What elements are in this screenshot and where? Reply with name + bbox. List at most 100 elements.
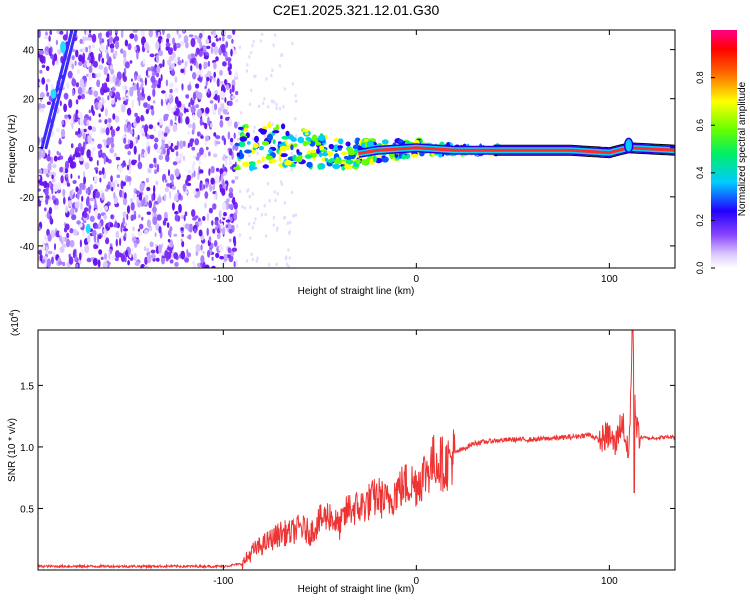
noise-speck xyxy=(155,180,159,186)
noise-speck xyxy=(188,106,191,112)
noise-speck xyxy=(79,117,85,126)
snr-frame xyxy=(37,329,676,571)
noise-speck xyxy=(65,205,68,214)
noise-speck xyxy=(162,147,166,155)
noise-speck xyxy=(228,148,233,156)
noise-speck xyxy=(100,256,104,260)
noise-speck xyxy=(133,145,137,155)
noise-speck xyxy=(229,187,234,194)
signal-blob xyxy=(318,152,323,158)
noise-speck xyxy=(237,121,240,125)
noise-speck xyxy=(108,118,112,124)
noise-speck xyxy=(114,40,120,50)
noise-speck xyxy=(183,35,189,44)
noise-speck xyxy=(38,150,42,159)
noise-speck xyxy=(184,257,189,263)
noise-speck xyxy=(145,69,149,77)
noise-speck xyxy=(203,184,206,190)
signal-band-edge-top xyxy=(493,142,675,149)
noise-speck xyxy=(233,212,237,220)
noise-speck xyxy=(290,190,294,195)
noise-speck xyxy=(275,106,278,111)
signal-blob xyxy=(281,135,290,140)
noise-speck xyxy=(278,106,282,111)
noise-speck xyxy=(206,227,209,237)
noise-speck xyxy=(283,215,287,220)
noise-speck xyxy=(245,69,249,73)
noise-speck xyxy=(152,100,156,104)
noise-speck xyxy=(38,226,41,232)
noise-speck xyxy=(200,135,204,139)
signal-blob xyxy=(334,159,342,165)
noise-speck xyxy=(49,30,52,35)
noise-speck xyxy=(238,45,242,50)
noise-speck xyxy=(229,63,232,70)
snr-xlabel: Height of straight line (km) xyxy=(298,584,415,595)
noise-speck xyxy=(147,253,152,264)
noise-speck xyxy=(232,236,236,244)
noise-speck xyxy=(193,262,196,268)
snr-marks xyxy=(38,330,675,570)
noise-speck xyxy=(101,192,105,201)
signal-blob xyxy=(265,155,273,160)
noise-speck xyxy=(249,236,252,240)
signal-blob xyxy=(236,164,240,169)
noise-speck xyxy=(81,86,86,94)
noise-speck xyxy=(154,79,158,86)
noise-speck xyxy=(235,90,239,96)
noise-speck xyxy=(178,203,182,213)
noise-speck xyxy=(195,61,199,69)
signal-blob xyxy=(306,141,312,145)
noise-speck xyxy=(103,205,109,211)
noise-speck xyxy=(48,193,51,202)
signal-blob xyxy=(347,146,354,153)
noise-speck xyxy=(195,250,199,257)
noise-speck xyxy=(251,225,254,230)
noise-speck xyxy=(195,188,200,192)
noise-speck xyxy=(106,184,111,190)
noise-speck xyxy=(100,207,103,213)
noise-speck xyxy=(89,197,95,202)
noise-speck xyxy=(243,206,247,210)
signal-blob xyxy=(272,139,276,145)
noise-speck xyxy=(140,84,143,91)
noise-speck xyxy=(148,30,153,38)
noise-speck xyxy=(88,65,93,74)
noise-speck xyxy=(48,172,53,176)
noise-speck xyxy=(203,61,208,69)
noise-speck xyxy=(64,236,68,242)
noise-speck xyxy=(62,261,66,267)
noise-speck xyxy=(173,195,179,202)
noise-speck xyxy=(153,126,157,133)
noise-speck xyxy=(64,223,70,231)
noise-speck xyxy=(169,119,173,127)
noise-speck xyxy=(174,214,179,222)
noise-speck xyxy=(212,153,218,158)
noise-speck xyxy=(253,125,256,130)
noise-speck xyxy=(255,259,258,263)
noise-speck xyxy=(107,123,112,128)
noise-speck xyxy=(75,131,79,136)
noise-speck xyxy=(275,102,278,107)
noise-speck xyxy=(194,215,199,219)
signal-blob xyxy=(256,159,261,164)
noise-speck xyxy=(136,50,139,60)
noise-speck xyxy=(39,108,45,113)
noise-speck xyxy=(196,108,202,118)
noise-speck xyxy=(230,216,233,223)
noise-speck xyxy=(157,129,163,139)
noise-speck xyxy=(292,214,295,218)
noise-speck xyxy=(124,61,130,69)
noise-speck xyxy=(211,102,214,112)
noise-speck xyxy=(204,88,208,93)
noise-speck xyxy=(88,89,93,95)
noise-speck xyxy=(165,91,168,101)
noise-speck xyxy=(45,83,48,93)
noise-speck xyxy=(190,37,196,48)
noise-speck xyxy=(178,153,184,159)
noise-speck xyxy=(172,123,178,132)
noise-speck xyxy=(86,37,92,41)
noise-speck xyxy=(245,259,249,263)
noise-speck xyxy=(113,152,118,158)
